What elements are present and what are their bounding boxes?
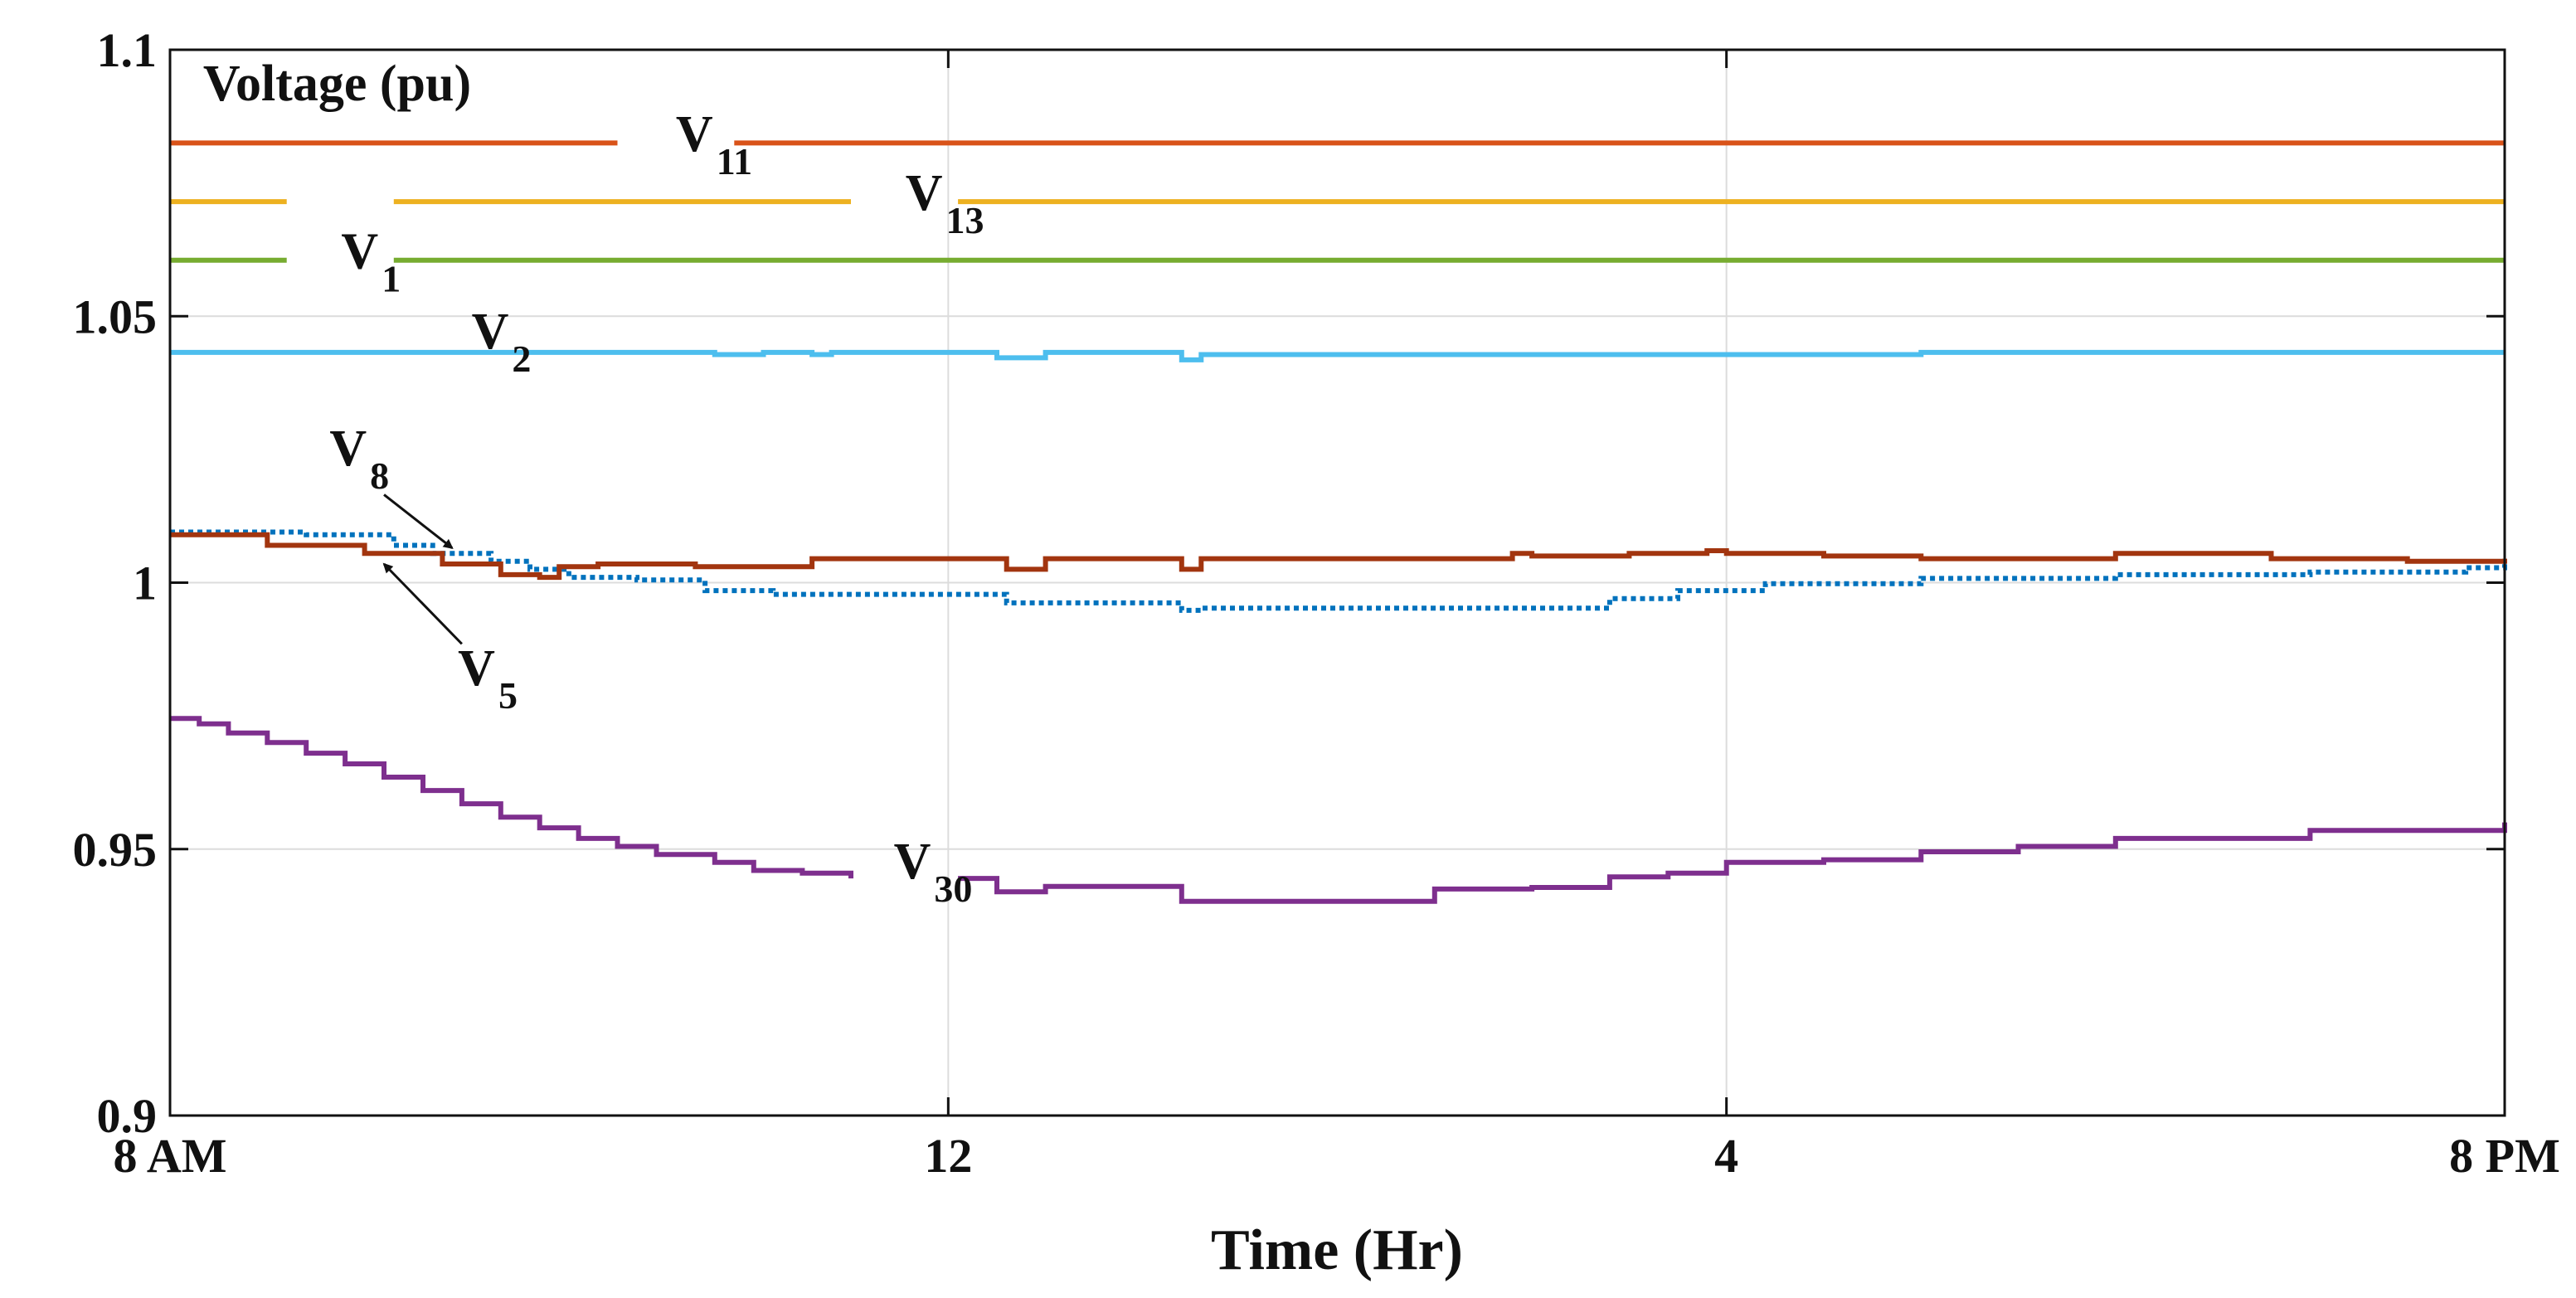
- y-axis-label: Voltage (pu): [203, 56, 471, 112]
- ticks: 0.9 0.95 1 1.05 1.1 8 AM 12 4 8 PM: [73, 23, 2560, 1183]
- grid: [170, 50, 2505, 1116]
- series-label-v30: V30: [894, 834, 973, 910]
- y-tick-label: 1.05: [73, 289, 158, 343]
- y-tick-label: 1: [133, 557, 157, 610]
- series-line-v5: [170, 532, 2507, 581]
- series-label-v13: V13: [906, 165, 984, 241]
- series-line-v8: [170, 529, 2507, 613]
- arrow-v5: [382, 562, 463, 645]
- y-tick-label: 0.9: [97, 1089, 158, 1143]
- arrow-v8: [383, 493, 454, 549]
- annotations: Voltage (pu): [203, 56, 471, 645]
- series-label-v2: V2: [472, 304, 532, 380]
- x-tick-label: 4: [1714, 1129, 1738, 1183]
- y-tick-label: 1.1: [97, 23, 158, 77]
- series-labels: V11 V13 V1 V2 V8 V5 V30: [329, 106, 984, 910]
- x-tick-label: 12: [924, 1129, 972, 1183]
- series-label-v5: V5: [458, 640, 518, 717]
- series-label-v8: V8: [329, 421, 389, 497]
- y-tick-label: 0.95: [73, 823, 158, 877]
- series-label-v11: V11: [676, 106, 752, 182]
- series-line-v2: [170, 349, 2505, 362]
- x-tick-label: 8 PM: [2449, 1129, 2560, 1183]
- x-axis-title: Time (Hr): [1211, 1218, 1463, 1282]
- series-label-v1: V1: [341, 223, 401, 299]
- series-line-v30: [170, 716, 2507, 904]
- x-tick-label: 8 AM: [114, 1129, 227, 1183]
- series-layer: [170, 140, 2507, 904]
